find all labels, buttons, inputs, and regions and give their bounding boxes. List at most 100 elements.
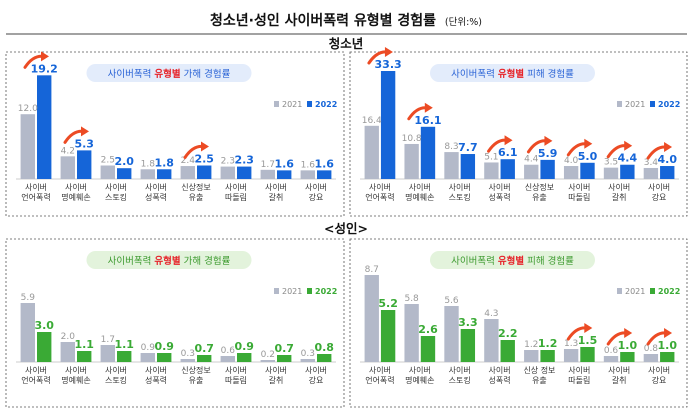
bar-2021	[484, 319, 499, 362]
bar-2022	[500, 340, 515, 362]
legend-label-2022: 2022	[315, 287, 337, 296]
x-tick-label: 유출	[189, 192, 204, 202]
x-tick-label: 명예훼손	[61, 192, 90, 202]
data-label-2021: 5.8	[404, 294, 419, 304]
subtitle-part: 가해 경험률	[181, 255, 231, 267]
bar-2021	[180, 166, 195, 179]
bar-2022	[237, 166, 252, 179]
data-label-2021: 0.2	[261, 350, 275, 360]
section-youth: 청소년	[329, 36, 364, 51]
data-label-2022: 0.7	[274, 342, 294, 355]
bar-2022	[660, 166, 675, 179]
data-label-2022: 3.3	[458, 316, 478, 329]
panel-frame	[349, 238, 688, 408]
subtitle-highlight: 유형별	[154, 68, 180, 80]
bar-2021	[563, 349, 579, 362]
x-tick-label: 따돌림	[568, 375, 590, 385]
trend-arrow-head	[584, 323, 593, 333]
data-label-2022: 4.0	[657, 153, 677, 166]
bar-2021	[300, 359, 315, 362]
bar-2021	[524, 350, 539, 362]
bar-2021	[220, 356, 235, 362]
data-label-2021: 12.0	[18, 104, 38, 114]
chart-subtitle: 사이버폭력 유형별 피해 경험률	[451, 68, 574, 80]
page-title-main: 청소년·성인 사이버폭력 유형별 경험률	[210, 12, 436, 29]
x-tick-label: 갈취	[269, 193, 284, 202]
bar-2022	[37, 75, 52, 179]
x-tick-label: 성폭력	[145, 192, 167, 202]
x-tick-label: 사이버	[305, 365, 327, 375]
subtitle-highlight: 유형별	[498, 68, 524, 80]
bar-2022	[380, 310, 396, 362]
bar-2021	[100, 345, 115, 362]
subtitle-pill	[430, 64, 595, 82]
x-tick-label: 사이버	[225, 182, 247, 192]
x-tick-label: 사이버	[225, 365, 247, 375]
bar-2021	[444, 306, 459, 362]
subtitle-highlight: 유형별	[154, 255, 180, 267]
x-tick-label: 갈취	[612, 193, 627, 202]
data-label-2022: 2.6	[418, 323, 438, 336]
x-tick-label: 사이버	[489, 365, 511, 375]
data-label-2021: 1.7	[261, 160, 275, 170]
bar-2022	[420, 336, 436, 362]
data-label-2022: 2.2	[498, 327, 518, 340]
data-label-2021: 3.5	[604, 158, 618, 168]
trend-arrow-head	[624, 140, 633, 151]
x-tick-label: 신상정보	[181, 365, 210, 375]
x-tick-label: 따돌림	[568, 192, 590, 202]
legend-swatch-2022	[307, 101, 312, 107]
bar-2022	[580, 162, 595, 179]
data-label-2022: 5.3	[74, 137, 94, 150]
data-label-2021: 1.6	[301, 160, 316, 170]
data-label-2021: 1.8	[141, 159, 156, 169]
bar-2022	[37, 332, 52, 362]
x-tick-label: 스토킹	[105, 375, 127, 385]
data-label-2022: 1.1	[74, 338, 94, 351]
bar-2021	[524, 164, 539, 179]
data-label-2021: 10.8	[402, 134, 422, 144]
page-title: 청소년·성인 사이버폭력 유형별 경험률 (단위:%)	[210, 12, 482, 29]
legend-swatch-2021	[617, 101, 622, 107]
x-tick-label: 사이버	[568, 182, 590, 192]
x-tick-label: 갈취	[612, 376, 627, 385]
panel-frame	[5, 238, 345, 408]
x-tick-label: 사이버	[145, 365, 167, 375]
legend-swatch-2021	[617, 288, 622, 294]
trend-arrow-head	[544, 135, 553, 146]
bar-2021	[643, 354, 659, 362]
x-tick-label: 신상정보	[525, 182, 554, 192]
x-tick-label: 사이버	[25, 182, 47, 192]
x-tick-label: 사이버	[105, 365, 127, 375]
bar-2021	[140, 169, 155, 179]
data-label-2022: 19.2	[31, 62, 58, 75]
x-tick-label: 언어폭력	[21, 192, 50, 202]
legend-swatch-2022	[650, 101, 655, 107]
x-tick-label: 사이버	[608, 182, 630, 192]
x-tick-label: 언어폭력	[365, 192, 394, 202]
data-label-2021: 1.2	[524, 340, 538, 350]
data-label-2021: 2.5	[101, 156, 115, 166]
bar-2022	[157, 169, 172, 179]
legend-swatch-2022	[650, 288, 655, 294]
subtitle-part: 사이버폭력	[451, 255, 498, 267]
x-tick-label: 언어폭력	[21, 375, 50, 385]
bar-2021	[364, 125, 379, 179]
data-label-2022: 1.6	[314, 157, 334, 170]
data-label-2022: 0.7	[194, 342, 214, 355]
x-tick-label: 사이버	[305, 182, 327, 192]
data-label-2022: 2.3	[234, 154, 254, 167]
bar-2021	[60, 342, 75, 362]
x-tick-label: 강요	[309, 375, 324, 385]
data-label-2022: 2.5	[194, 153, 214, 166]
subtitle-pill	[430, 251, 595, 269]
x-tick-label: 사이버	[648, 365, 670, 375]
bar-2021	[220, 166, 235, 179]
data-label-2022: 2.0	[114, 155, 134, 168]
data-label-2022: 1.8	[154, 156, 174, 169]
data-label-2022: 1.6	[274, 157, 294, 170]
bar-2021	[300, 170, 315, 179]
data-label-2021: 0.3	[301, 349, 315, 359]
subtitle-part: 사이버폭력	[108, 68, 155, 80]
bar-2021	[20, 114, 35, 179]
